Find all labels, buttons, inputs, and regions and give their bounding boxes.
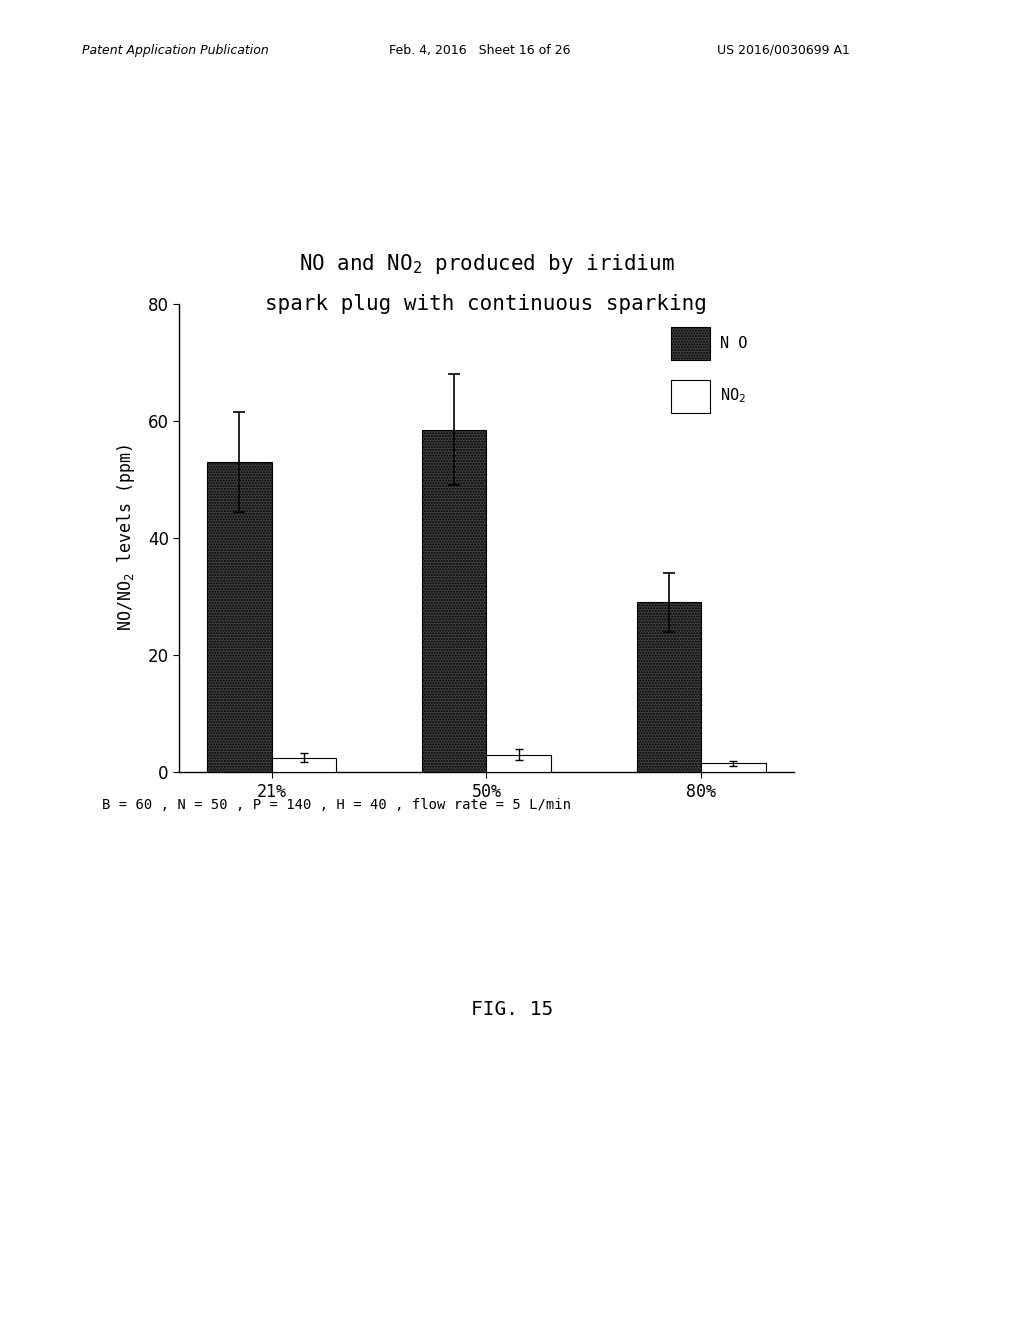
Text: B = 60 , N = 50 , P = 140 , H = 40 , flow rate = 5 L/min: B = 60 , N = 50 , P = 140 , H = 40 , flo… (102, 799, 571, 812)
Bar (637, 602, 701, 772)
Text: Patent Application Publication: Patent Application Publication (82, 44, 268, 57)
Text: N O: N O (720, 335, 748, 351)
Bar (422, 429, 486, 772)
Text: US 2016/0030699 A1: US 2016/0030699 A1 (717, 44, 850, 57)
Text: Feb. 4, 2016   Sheet 16 of 26: Feb. 4, 2016 Sheet 16 of 26 (389, 44, 570, 57)
Text: NO and NO$_2$ produced by iridium: NO and NO$_2$ produced by iridium (299, 252, 674, 276)
Bar (207, 462, 271, 772)
Text: NO$_2$: NO$_2$ (720, 387, 746, 405)
Bar (271, 758, 336, 772)
Bar (486, 755, 551, 772)
Y-axis label: NO/NO$_2$ levels (ppm): NO/NO$_2$ levels (ppm) (115, 445, 136, 631)
Text: FIG. 15: FIG. 15 (471, 1001, 553, 1019)
Bar (701, 763, 766, 772)
Text: spark plug with continuous sparking: spark plug with continuous sparking (265, 293, 708, 314)
